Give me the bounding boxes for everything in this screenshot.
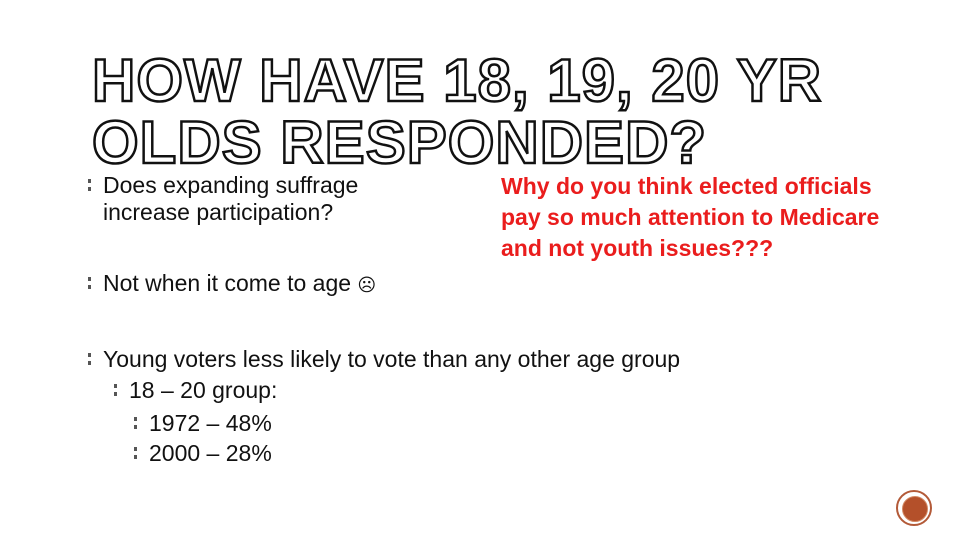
bullet-text: 1972 – 48% bbox=[149, 410, 272, 436]
slide-title: HOW HAVE 18, 19, 20 YR OLDS RESPONDED? bbox=[91, 47, 852, 176]
frown-face-icon: ☹ bbox=[357, 275, 377, 296]
bullet-marker-icon bbox=[88, 277, 98, 289]
bullet-text-content: Not when it come to age bbox=[103, 270, 352, 296]
slide-badge-inner bbox=[902, 496, 928, 522]
slide-title-line-1: HOW HAVE 18, 19, 20 YR bbox=[91, 47, 823, 114]
bullet-text: Does expanding suffrage increase partici… bbox=[103, 172, 359, 225]
bullet-marker-icon bbox=[134, 417, 144, 429]
bullet-text: 18 – 20 group: bbox=[129, 377, 278, 403]
bullet-marker-icon bbox=[134, 447, 144, 459]
bullet-marker-icon bbox=[114, 384, 124, 396]
bullet-marker-icon bbox=[88, 179, 98, 191]
bullet-not-when-age: Not when it come to age ☹ bbox=[88, 270, 448, 299]
slide-badge-icon bbox=[896, 490, 932, 526]
bullet-marker-icon bbox=[88, 353, 98, 365]
bullet-expanding-suffrage: Does expanding suffrage increase partici… bbox=[88, 172, 448, 226]
bullet-text: 2000 – 28% bbox=[149, 440, 272, 466]
bullet-text: Not when it come to age ☹ bbox=[88, 270, 448, 299]
callout-question: Why do you think elected officials pay s… bbox=[501, 173, 880, 261]
bullet-text: Young voters less likely to vote than an… bbox=[103, 346, 681, 372]
bullet-18-20-group: 18 – 20 group: bbox=[114, 377, 414, 404]
slide-title-line-2: OLDS RESPONDED? bbox=[91, 109, 708, 176]
bullet-2000: 2000 – 28% bbox=[134, 440, 434, 467]
bullet-young-voters: Young voters less likely to vote than an… bbox=[88, 346, 848, 373]
bullet-1972: 1972 – 48% bbox=[134, 410, 434, 437]
